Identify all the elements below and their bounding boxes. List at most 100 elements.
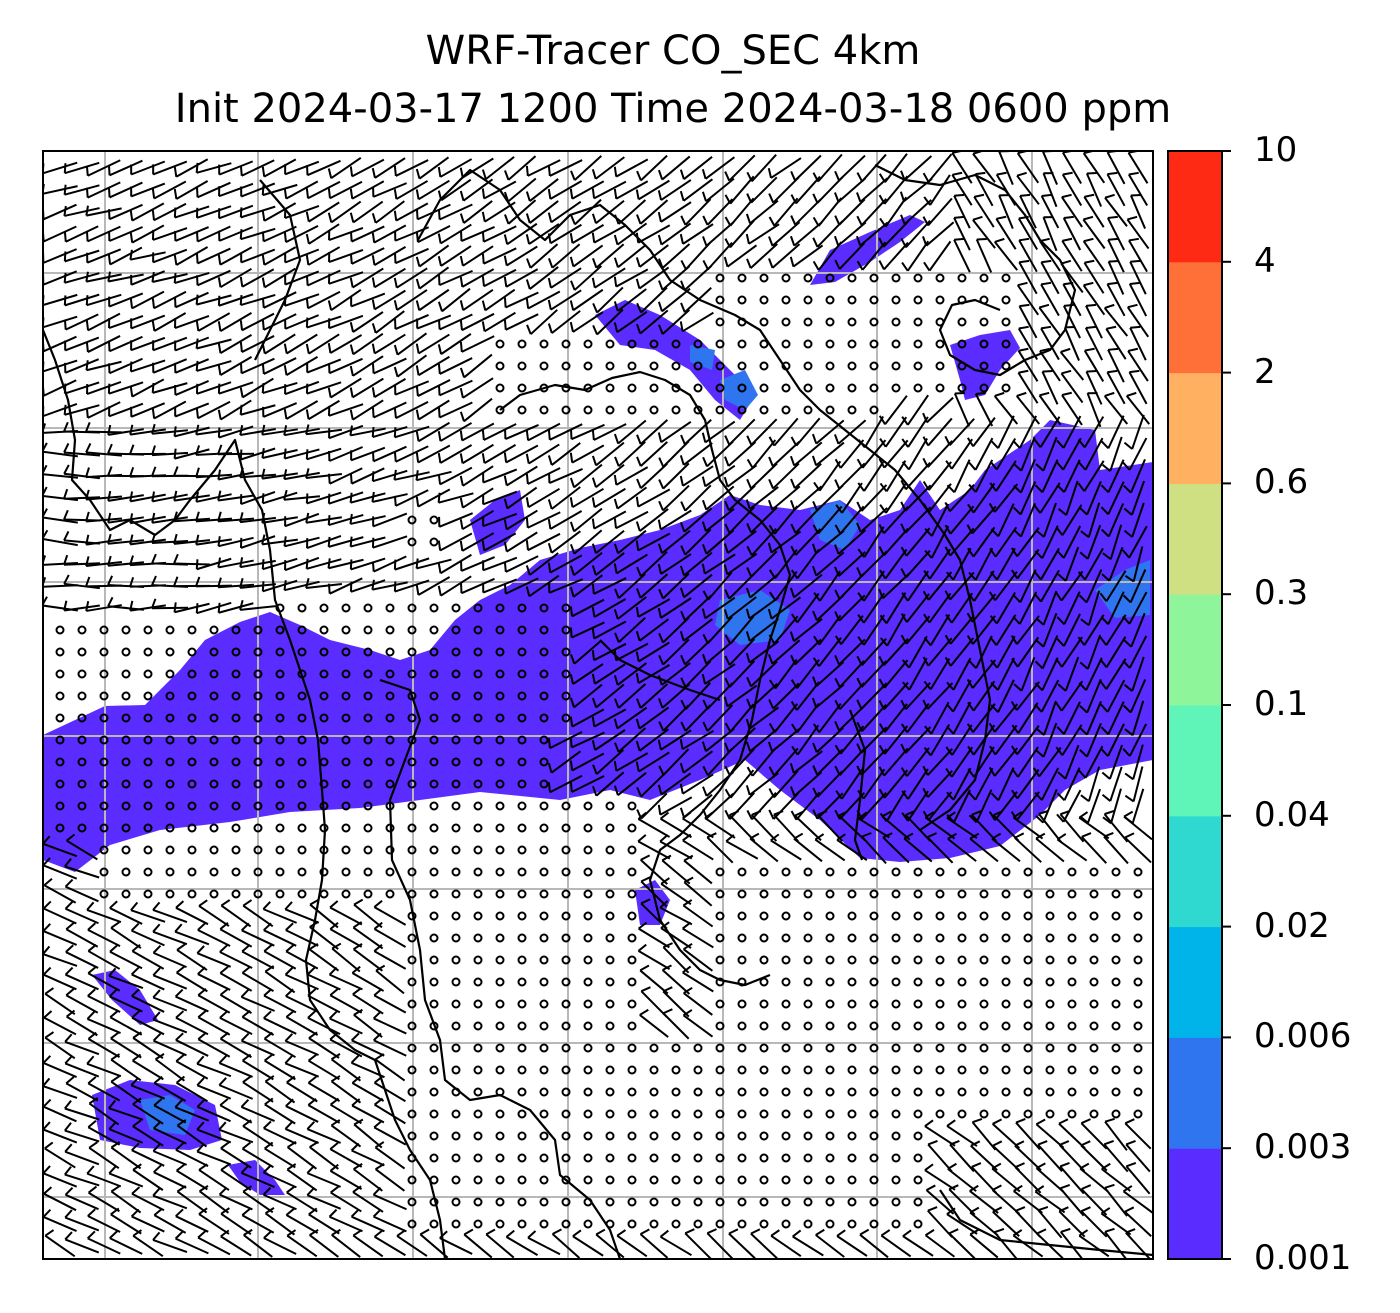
calm-wind-marker <box>473 1153 483 1163</box>
calm-wind-marker <box>319 691 329 701</box>
calm-wind-marker <box>847 933 857 943</box>
wind-barb <box>702 748 733 776</box>
wind-barb <box>525 223 560 245</box>
calm-wind-marker <box>473 625 483 635</box>
wind-barb <box>745 199 779 225</box>
calm-wind-marker <box>1111 1109 1121 1119</box>
wind-barb <box>109 900 143 925</box>
calm-wind-marker <box>451 691 461 701</box>
colorbar-segment <box>1168 1037 1222 1149</box>
wind-barb <box>174 315 210 329</box>
wind-barb <box>1099 614 1127 646</box>
calm-wind-marker <box>495 1153 505 1163</box>
wind-barb <box>130 402 166 418</box>
calm-wind-marker <box>561 933 571 943</box>
wind-barb <box>195 381 232 395</box>
wind-barb <box>635 309 669 335</box>
wind-barb <box>371 579 408 591</box>
wind-barb <box>1015 1118 1041 1151</box>
wind-barb <box>1018 237 1038 273</box>
calm-wind-marker <box>297 889 307 899</box>
wind-barb <box>1078 1229 1110 1258</box>
wind-barb <box>569 551 603 577</box>
wind-barb <box>701 728 735 752</box>
wind-barb <box>85 293 122 307</box>
wind-barb <box>856 550 888 578</box>
calm-wind-marker <box>1067 889 1077 899</box>
colorbar-segment <box>1168 372 1222 484</box>
wind-barb <box>372 1208 407 1233</box>
wind-barb <box>1078 437 1104 471</box>
wind-barb <box>44 1229 76 1258</box>
wind-barb <box>812 484 844 512</box>
wind-barb <box>261 158 297 178</box>
calm-wind-marker <box>55 713 65 723</box>
wind-barb <box>285 988 319 1013</box>
calm-wind-marker <box>737 867 747 877</box>
calm-wind-marker <box>561 1131 571 1141</box>
wind-barb <box>856 748 888 776</box>
wind-barb <box>1079 480 1102 516</box>
wind-barb <box>220 1229 252 1257</box>
calm-wind-marker <box>891 1021 901 1031</box>
wind-barb <box>349 467 385 485</box>
calm-wind-marker <box>935 911 945 921</box>
wind-barb <box>130 314 166 330</box>
wind-barb <box>657 155 691 181</box>
calm-wind-marker <box>231 669 241 679</box>
wind-barb <box>415 421 450 443</box>
wind-barb <box>371 425 408 439</box>
calm-wind-marker <box>209 801 219 811</box>
calm-wind-marker <box>715 955 725 965</box>
calm-wind-marker <box>869 1109 879 1119</box>
wind-barb <box>547 159 583 177</box>
wind-barb <box>679 223 714 245</box>
calm-wind-marker <box>935 339 945 349</box>
wind-barb <box>176 1185 208 1214</box>
calm-wind-marker <box>99 757 109 767</box>
wind-barb <box>175 1142 209 1167</box>
calm-wind-marker <box>209 867 219 877</box>
wind-barb <box>263 944 297 970</box>
calm-wind-marker <box>627 889 637 899</box>
wind-barb <box>503 555 539 573</box>
wind-barb <box>415 379 451 397</box>
calm-wind-marker <box>737 361 747 371</box>
wind-barb <box>591 620 627 640</box>
calm-wind-marker <box>1001 889 1011 899</box>
wind-barb <box>701 596 736 620</box>
wind-barb <box>768 441 800 467</box>
calm-wind-marker <box>121 669 131 679</box>
wind-barb <box>64 1055 100 1078</box>
wind-barb <box>108 967 144 990</box>
wind-barb <box>948 1228 976 1259</box>
calm-wind-marker <box>979 1087 989 1097</box>
wind-barb <box>724 154 756 182</box>
wind-barb <box>261 183 298 197</box>
calm-wind-marker <box>627 361 637 371</box>
calm-wind-marker <box>1089 1109 1099 1119</box>
calm-wind-marker <box>935 889 945 899</box>
calm-wind-marker <box>715 405 725 415</box>
wind-barb <box>197 1032 231 1058</box>
calm-wind-marker <box>847 383 857 393</box>
wind-barb <box>1084 325 1104 361</box>
wind-barb <box>305 491 342 505</box>
calm-wind-marker <box>715 361 725 371</box>
wind-barb <box>922 153 953 183</box>
wind-barb <box>353 942 383 972</box>
calm-wind-marker <box>187 801 197 811</box>
wind-barb <box>63 293 100 307</box>
calm-wind-marker <box>649 1065 659 1075</box>
calm-wind-marker <box>1133 889 1143 899</box>
wind-barb <box>129 600 166 612</box>
calm-wind-marker <box>1133 999 1143 1009</box>
wind-barb <box>989 591 1016 625</box>
colorbar-tick-label: 0.02 <box>1254 905 1330 946</box>
wind-barb <box>682 899 714 928</box>
calm-wind-marker <box>847 405 857 415</box>
calm-wind-marker <box>671 405 681 415</box>
calm-wind-marker <box>429 1065 439 1075</box>
calm-wind-marker <box>891 1175 901 1185</box>
calm-wind-marker <box>473 735 483 745</box>
